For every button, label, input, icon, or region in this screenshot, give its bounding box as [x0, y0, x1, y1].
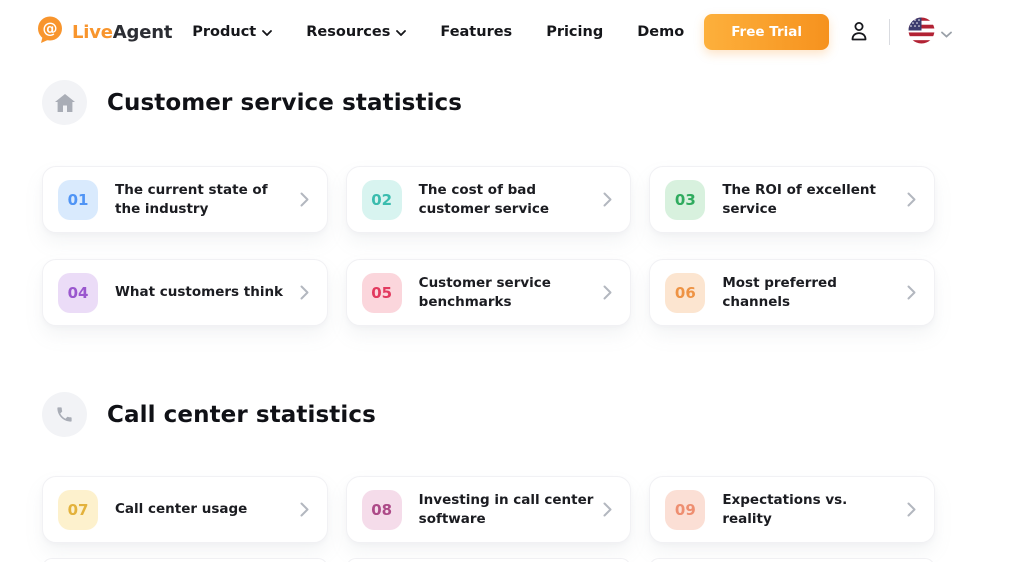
chevron-right-icon: [603, 285, 612, 300]
card-number-badge: 01: [58, 179, 98, 220]
nav-item-demo[interactable]: Demo: [637, 24, 684, 40]
logo-speech-bubble-icon: @: [34, 15, 65, 49]
partial-card[interactable]: [649, 558, 935, 562]
card-number-badge: 03: [665, 179, 706, 220]
stat-card-04[interactable]: 04 What customers think: [42, 259, 328, 326]
content: Customer service statistics 01 The curren…: [0, 80, 935, 562]
stat-card-06[interactable]: 06 Most preferred channels: [649, 259, 935, 326]
home-icon: [42, 80, 87, 125]
chevron-right-icon: [907, 285, 916, 300]
chevron-right-icon: [603, 502, 612, 517]
language-chevron-down-icon: [941, 23, 952, 42]
card-label: The ROI of excellent service: [722, 182, 876, 217]
header-actions: Free Trial: [704, 14, 952, 50]
nav-item-pricing[interactable]: Pricing: [546, 24, 603, 40]
card-number-badge: 07: [58, 489, 98, 530]
nav-item-label: Features: [440, 24, 513, 40]
stat-card-01[interactable]: 01 The current state of the industry: [42, 166, 328, 233]
free-trial-button[interactable]: Free Trial: [704, 14, 829, 50]
account-button[interactable]: [847, 19, 871, 46]
section-title: Call center statistics: [107, 401, 376, 428]
nav-item-features[interactable]: Features: [440, 24, 512, 40]
stat-card-07[interactable]: 07 Call center usage: [42, 476, 328, 543]
chevron-right-icon: [603, 192, 612, 207]
section-heading-customer-service: Customer service statistics: [42, 80, 935, 125]
card-label: The cost of bad customer service: [418, 182, 550, 217]
chevron-right-icon: [300, 502, 309, 517]
stat-card-02[interactable]: 02 The cost of bad customer service: [345, 166, 632, 233]
chevron-down-icon: [396, 24, 407, 40]
next-row-peek: [42, 558, 935, 562]
person-icon: [847, 19, 871, 46]
card-label: The current state of the industry: [115, 182, 268, 217]
nav-item-label: Demo: [637, 24, 685, 40]
partial-card[interactable]: [345, 558, 632, 562]
svg-text:@: @: [43, 20, 58, 38]
nav-item-label: Product: [192, 24, 257, 40]
nav-item-label: Resources: [306, 24, 391, 40]
card-label: Investing in call center software: [418, 492, 594, 527]
language-switcher[interactable]: [908, 17, 952, 48]
card-label: Expectations vs. reality: [722, 492, 848, 527]
stat-card-03[interactable]: 03 The ROI of excellent service: [649, 166, 935, 233]
card-label: Call center usage: [115, 501, 248, 518]
main-nav: Product Resources Features Pricing Demo: [192, 24, 684, 40]
card-number-badge: 09: [665, 489, 706, 530]
header-divider: [888, 19, 890, 45]
logo[interactable]: @ LiveAgent: [34, 15, 172, 49]
logo-wordmark: LiveAgent: [72, 21, 173, 43]
chevron-right-icon: [907, 192, 916, 207]
stat-card-08[interactable]: 08 Investing in call center software: [345, 476, 632, 543]
card-number-badge: 02: [361, 179, 402, 220]
nav-item-resources[interactable]: Resources: [306, 24, 407, 40]
section-title: Customer service statistics: [107, 89, 463, 116]
chevron-right-icon: [907, 502, 916, 517]
nav-item-label: Pricing: [546, 24, 604, 40]
chevron-down-icon: [262, 24, 273, 40]
card-label: Customer service benchmarks: [418, 275, 551, 310]
partial-card[interactable]: [42, 558, 328, 562]
chevron-right-icon: [300, 192, 309, 207]
phone-icon: [42, 392, 87, 437]
stat-card-09[interactable]: 09 Expectations vs. reality: [649, 476, 935, 543]
card-number-badge: 08: [361, 489, 402, 530]
section-heading-call-center: Call center statistics: [42, 392, 935, 437]
card-label: What customers think: [115, 284, 284, 301]
customer-service-card-grid: 01 The current state of the industry 02 The…: [42, 166, 935, 326]
us-flag-icon: [908, 17, 935, 48]
card-number-badge: 06: [665, 272, 706, 313]
card-number-badge: 05: [361, 272, 402, 313]
call-center-card-grid: 07 Call center usage 08 Investing in call c…: [42, 476, 935, 543]
nav-item-product[interactable]: Product: [192, 24, 273, 40]
top-navigation-bar: @ LiveAgent Product Resources Features Pric…: [0, 0, 1024, 64]
chevron-right-icon: [300, 285, 309, 300]
card-label: Most preferred channels: [722, 275, 837, 310]
stat-card-05[interactable]: 05 Customer service benchmarks: [345, 259, 632, 326]
card-number-badge: 04: [58, 272, 98, 313]
